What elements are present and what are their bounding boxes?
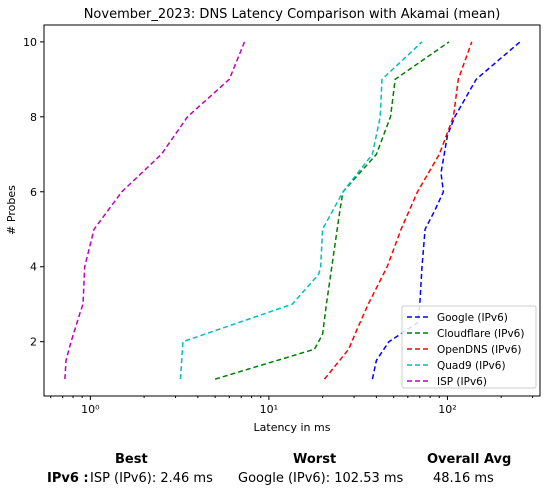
chart-title: November_2023: DNS Latency Comparison wi… — [84, 7, 501, 22]
x-tick-label: 10⁰ — [81, 403, 100, 416]
summary-overall-avg-value: 48.16 ms — [433, 471, 494, 486]
series-lines — [64, 41, 521, 380]
summary-header-overall-avg: Overall Avg — [427, 452, 512, 467]
series-line — [323, 41, 473, 380]
y-tick-label: 6 — [30, 186, 37, 199]
y-tick-label: 8 — [30, 111, 37, 124]
legend-label: OpenDNS (IPv6) — [437, 344, 522, 356]
legend: Google (IPv6) Cloudflare (IPv6) OpenDNS (I… — [401, 305, 537, 389]
x-tick-label: 10² — [438, 403, 456, 416]
legend-label: Google (IPv6) — [437, 312, 508, 324]
legend-label: ISP (IPv6) — [437, 376, 487, 388]
y-tick-label: 4 — [30, 261, 37, 274]
y-tick-label: 10 — [23, 36, 37, 49]
y-axis-ticks: 2 4 6 8 10 — [23, 36, 44, 349]
series-line — [179, 41, 423, 380]
y-tick-label: 2 — [30, 336, 37, 349]
x-axis-ticks: 10⁰ 10¹ 10² — [50, 396, 534, 416]
series-line — [64, 41, 246, 380]
y-axis-label: # Probes — [5, 185, 18, 235]
x-tick-label: 10¹ — [260, 403, 278, 416]
summary-worst-value: Google (IPv6): 102.53 ms — [238, 471, 404, 486]
legend-label: Cloudflare (IPv6) — [437, 328, 524, 340]
summary-best-value: ISP (IPv6): 2.46 ms — [90, 471, 213, 486]
series-line — [214, 41, 450, 380]
latency-chart: November_2023: DNS Latency Comparison wi… — [5, 7, 541, 434]
series-line — [371, 41, 521, 380]
summary-row-label: IPv6 : — [47, 471, 89, 486]
summary-header-worst: Worst — [293, 452, 337, 467]
x-axis-label: Latency in ms — [254, 421, 331, 434]
legend-label: Quad9 (IPv6) — [437, 360, 506, 372]
legend-box — [401, 305, 537, 389]
summary-header-best: Best — [115, 452, 148, 467]
